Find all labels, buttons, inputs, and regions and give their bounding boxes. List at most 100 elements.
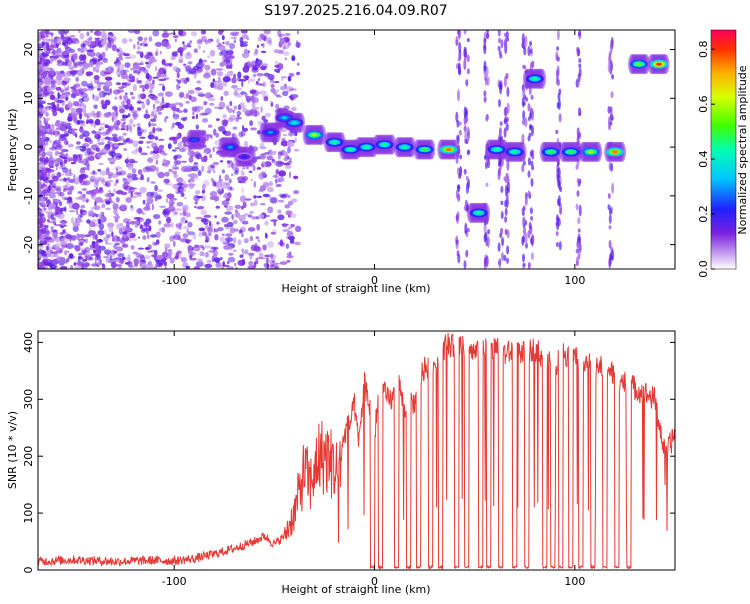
noise-speckle xyxy=(221,216,229,223)
noise-speckle xyxy=(164,265,167,269)
dropout-streak xyxy=(527,136,531,142)
dropout-streak xyxy=(558,241,562,251)
tone-point-core xyxy=(311,133,318,137)
noise-speckle xyxy=(201,183,206,191)
tone-point-core xyxy=(281,116,288,120)
noise-speckle xyxy=(126,124,129,132)
noise-speckle xyxy=(217,44,226,51)
noise-speckle xyxy=(243,140,249,148)
noise-speckle xyxy=(48,186,52,191)
noise-speckle xyxy=(241,81,244,88)
noise-speckle xyxy=(111,237,115,242)
x-tick-label: -100 xyxy=(162,575,187,588)
noise-speckle xyxy=(251,67,259,73)
noise-speckle xyxy=(187,51,191,56)
noise-speckle xyxy=(241,220,249,225)
noise-speckle xyxy=(126,175,133,178)
noise-speckle xyxy=(42,105,44,108)
noise-speckle xyxy=(266,241,275,248)
noise-speckle xyxy=(46,86,53,93)
noise-speckle xyxy=(144,99,149,103)
noise-speckle xyxy=(249,235,254,242)
noise-speckle xyxy=(243,127,248,132)
noise-speckle xyxy=(127,123,132,131)
noise-speckle xyxy=(48,203,57,210)
noise-speckle xyxy=(201,231,207,237)
noise-speckle xyxy=(66,122,72,126)
noise-speckle xyxy=(220,96,224,101)
noise-speckle xyxy=(60,89,65,93)
noise-speckle xyxy=(247,214,253,218)
noise-speckle xyxy=(38,164,41,170)
noise-speckle xyxy=(101,131,108,136)
dropout-streak xyxy=(466,68,470,75)
noise-speckle xyxy=(43,210,50,213)
noise-speckle xyxy=(154,99,160,104)
noise-speckle xyxy=(174,38,177,43)
noise-speckle xyxy=(229,43,236,50)
noise-speckle xyxy=(40,253,48,257)
noise-speckle xyxy=(204,107,212,115)
noise-speckle xyxy=(63,130,69,138)
noise-speckle xyxy=(250,127,257,131)
noise-speckle xyxy=(201,118,209,123)
dropout-streak xyxy=(608,207,612,216)
noise-speckle xyxy=(127,165,134,170)
noise-speckle xyxy=(183,79,188,84)
noise-speckle xyxy=(178,30,184,36)
noise-speckle xyxy=(287,146,291,154)
noise-speckle xyxy=(252,264,256,269)
noise-speckle xyxy=(173,155,178,161)
noise-speckle xyxy=(248,260,254,267)
dropout-streak xyxy=(556,56,560,62)
noise-speckle xyxy=(38,112,43,119)
dropout-streak xyxy=(498,50,502,56)
noise-speckle xyxy=(132,176,139,181)
dropout-streak xyxy=(484,161,488,170)
noise-speckle xyxy=(58,75,63,81)
noise-speckle xyxy=(215,205,220,209)
noise-speckle xyxy=(69,34,76,38)
noise-speckle xyxy=(136,50,142,55)
noise-speckle xyxy=(280,140,289,147)
noise-speckle xyxy=(78,145,87,148)
noise-speckle xyxy=(204,239,209,243)
noise-speckle xyxy=(55,166,58,171)
noise-speckle xyxy=(239,195,247,203)
noise-speckle xyxy=(212,147,215,153)
noise-speckle xyxy=(217,76,221,81)
dropout-streak xyxy=(455,239,459,245)
noise-speckle xyxy=(42,141,47,148)
y-tick-label: 100 xyxy=(22,503,35,524)
noise-speckle xyxy=(60,161,63,168)
noise-speckle xyxy=(184,258,187,264)
dropout-streak xyxy=(483,96,487,103)
noise-speckle xyxy=(151,203,154,211)
noise-speckle xyxy=(38,46,43,49)
noise-speckle xyxy=(106,167,110,174)
noise-speckle xyxy=(97,81,102,89)
noise-speckle xyxy=(230,62,233,70)
noise-speckle xyxy=(85,161,90,168)
noise-speckle xyxy=(288,251,292,257)
noise-speckle xyxy=(128,38,133,42)
noise-speckle xyxy=(64,235,72,239)
noise-speckle xyxy=(270,100,273,104)
noise-speckle xyxy=(79,233,83,238)
noise-speckle xyxy=(59,151,64,155)
noise-speckle xyxy=(107,176,112,179)
noise-speckle xyxy=(148,260,152,266)
dropout-streak xyxy=(609,111,613,119)
noise-speckle xyxy=(137,63,144,66)
noise-speckle xyxy=(269,254,277,260)
noise-speckle xyxy=(121,82,128,86)
noise-speckle xyxy=(89,175,96,183)
noise-speckle xyxy=(127,30,136,34)
noise-speckle xyxy=(133,70,137,74)
noise-speckle xyxy=(287,41,292,47)
noise-speckle xyxy=(93,222,101,227)
snr-y-ticks: 0 100 200 300 400 xyxy=(22,332,675,574)
noise-speckle xyxy=(137,40,140,46)
noise-speckle xyxy=(170,56,176,61)
noise-speckle xyxy=(262,42,265,49)
